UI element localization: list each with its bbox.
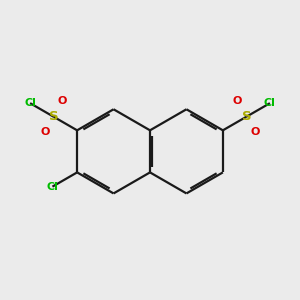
- Text: Cl: Cl: [46, 182, 58, 192]
- Text: O: O: [58, 97, 67, 106]
- Text: O: O: [233, 97, 242, 106]
- Text: Cl: Cl: [264, 98, 276, 108]
- Text: S: S: [49, 110, 58, 123]
- Text: O: O: [250, 127, 260, 137]
- Text: Cl: Cl: [24, 98, 36, 108]
- Text: O: O: [40, 127, 50, 137]
- Text: S: S: [242, 110, 251, 123]
